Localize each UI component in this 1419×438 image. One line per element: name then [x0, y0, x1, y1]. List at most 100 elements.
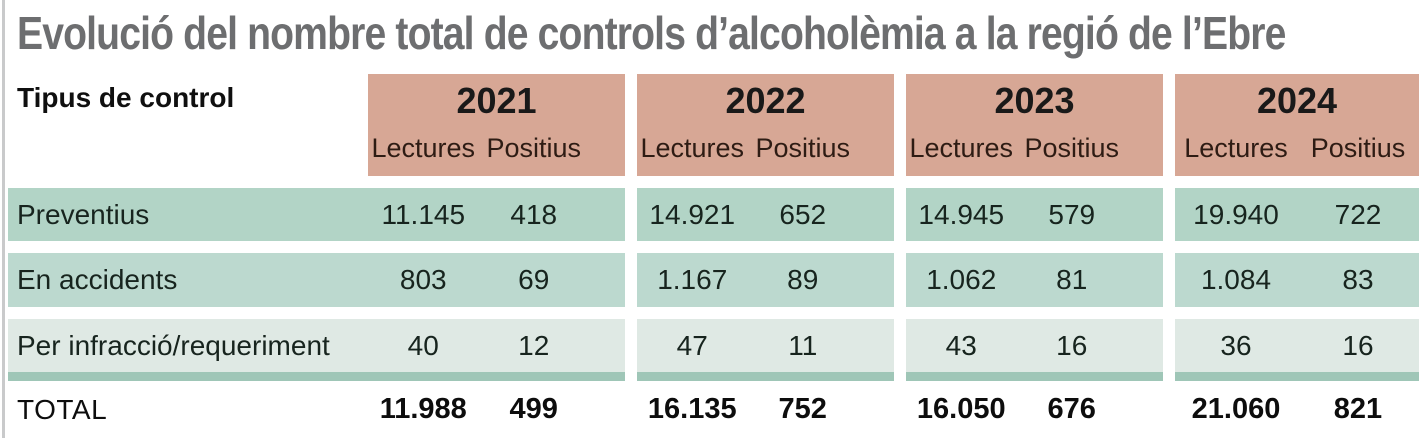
values-2021: 40 12: [368, 330, 625, 362]
row-segment: 1.167 89: [637, 253, 894, 307]
cell-infraccio-2022-positius: 11: [788, 329, 818, 361]
values-2024: 21.060 821: [1175, 393, 1419, 426]
subheader-2023-positius: Positius: [1024, 133, 1120, 163]
cell-total-2023-positius: 676: [1047, 393, 1096, 425]
cell-preventius-2023-lectures: 14.945: [918, 198, 1005, 230]
row-segment: 16.135 752: [637, 393, 894, 426]
year-group-header-2024: 2024 Lectures Positius: [1175, 74, 1419, 176]
column-header-tipus-de-control: Tipus de control: [17, 82, 235, 113]
cell-total-2022-positius: 752: [778, 393, 827, 425]
subheader-2024-positius: Positius: [1310, 133, 1406, 163]
page-title: Evolució del nombre total de controls d’…: [17, 7, 1286, 59]
table-row-total: TOTAL 11.988 499 16.135 752 16.050 676 2…: [8, 381, 1419, 438]
subheader-2021-lectures: Lectures: [371, 133, 476, 163]
values-2021: 11.145 418: [368, 199, 625, 231]
cell-total-2023-lectures: 16.050: [916, 393, 1006, 425]
cell-preventius-2023-positius: 579: [1048, 198, 1096, 230]
values-2022: 47 11: [637, 330, 894, 362]
values-2021: 11.988 499: [368, 393, 625, 426]
cell-preventius-2021-positius: 418: [510, 198, 558, 230]
table-row-preventius: Preventius 11.145 418 14.921 652 14.945 …: [8, 188, 1419, 241]
subheader-2022-lectures: Lectures: [640, 133, 745, 163]
cell-accidents-2021-lectures: 803: [399, 264, 447, 295]
values-2022: 16.135 752: [637, 393, 894, 426]
row-segment: 1.062 81: [906, 253, 1163, 307]
separator-segment: [637, 372, 894, 381]
subheader-2022-positius: Positius: [755, 133, 851, 163]
values-2023: 1.062 81: [906, 264, 1163, 296]
year-label-2023: 2023: [994, 80, 1075, 121]
total-separator-bar: [8, 372, 1419, 381]
table-row-en-accidents: En accidents 803 69 1.167 89 1.062 81 1.…: [8, 253, 1419, 307]
separator-segment: [1175, 372, 1419, 381]
cell-accidents-2022-lectures: 1.167: [657, 264, 728, 295]
row-segment: 21.060 821: [1175, 393, 1419, 426]
table-row-per-infraccio: Per infracció/requeriment 40 12 47 11 43…: [8, 319, 1419, 372]
row-segment: 47 11: [637, 319, 894, 372]
cell-accidents-2023-lectures: 1.062: [926, 264, 997, 295]
row-segment: TOTAL 11.988 499: [8, 393, 625, 426]
cell-preventius-2024-positius: 722: [1334, 198, 1382, 230]
subheader-2024-lectures: Lectures: [1184, 133, 1288, 163]
row-label-total: TOTAL: [17, 393, 108, 425]
cell-infraccio-2021-lectures: 40: [407, 329, 439, 361]
subheader-2023-lectures: Lectures: [909, 133, 1014, 163]
cell-accidents-2024-lectures: 1.084: [1200, 264, 1272, 295]
cell-accidents-2023-positius: 81: [1056, 264, 1088, 295]
year-group-header-2022: 2022 Lectures Positius: [637, 74, 894, 176]
row-label-preventius: Preventius: [17, 198, 150, 230]
year-group-header-2023: 2023 Lectures Positius: [906, 74, 1163, 176]
cell-accidents-2021-positius: 69: [518, 264, 550, 295]
row-segment: Per infracció/requeriment 40 12: [8, 319, 625, 372]
values-2023: 14.945 579: [906, 199, 1163, 231]
left-border-rule: [2, 0, 5, 438]
row-segment: 1.084 83: [1175, 253, 1419, 307]
values-2022: 1.167 89: [637, 264, 894, 296]
cell-preventius-2022-lectures: 14.921: [649, 198, 736, 230]
cell-infraccio-2024-positius: 16: [1342, 329, 1374, 361]
year-group-header-2021: 2021 Lectures Positius: [368, 74, 625, 176]
values-2024: 19.940 722: [1175, 199, 1419, 231]
row-segment: Preventius 11.145 418: [8, 188, 625, 241]
values-2023: 16.050 676: [906, 393, 1163, 426]
row-segment: 19.940 722: [1175, 188, 1419, 241]
row-segment: En accidents 803 69: [8, 253, 625, 307]
row-segment: 14.945 579: [906, 188, 1163, 241]
cell-total-2024-lectures: 21.060: [1191, 393, 1281, 425]
cell-accidents-2024-positius: 83: [1342, 264, 1374, 295]
cell-total-2021-positius: 499: [509, 393, 558, 425]
row-segment: 14.921 652: [637, 188, 894, 241]
cell-preventius-2021-lectures: 11.145: [381, 198, 466, 230]
cell-preventius-2022-positius: 652: [779, 198, 827, 230]
subheader-row-2023: Lectures Positius: [906, 135, 1163, 162]
cell-infraccio-2023-positius: 16: [1056, 329, 1088, 361]
subheader-row-2021: Lectures Positius: [368, 135, 625, 162]
row-segment: 16.050 676: [906, 393, 1163, 426]
cell-infraccio-2021-positius: 12: [518, 329, 550, 361]
separator-segment: [906, 372, 1163, 381]
subheader-2021-positius: Positius: [486, 133, 582, 163]
values-2021: 803 69: [368, 264, 625, 296]
cell-preventius-2024-lectures: 19.940: [1193, 198, 1279, 230]
table-header-row: Tipus de control 2021 Lectures Positius …: [8, 74, 1419, 176]
subheader-row-2022: Lectures Positius: [637, 135, 894, 162]
values-2023: 43 16: [906, 330, 1163, 362]
cell-total-2024-positius: 821: [1333, 393, 1383, 425]
year-label-2021: 2021: [456, 80, 537, 121]
row-segment: 43 16: [906, 319, 1163, 372]
cell-infraccio-2023-lectures: 43: [945, 329, 977, 361]
separator-segment: [8, 372, 625, 381]
subheader-row-2024: Lectures Positius: [1175, 135, 1419, 162]
values-2024: 1.084 83: [1175, 264, 1419, 296]
cell-total-2022-lectures: 16.135: [647, 393, 737, 425]
cell-total-2021-lectures: 11.988: [379, 393, 467, 425]
values-2024: 36 16: [1175, 330, 1419, 362]
cell-infraccio-2022-lectures: 47: [676, 329, 708, 361]
year-label-2022: 2022: [725, 80, 806, 121]
row-label-en-accidents: En accidents: [17, 264, 178, 295]
row-segment: 36 16: [1175, 319, 1419, 372]
row-label-per-infraccio: Per infracció/requeriment: [17, 329, 330, 361]
cell-accidents-2022-positius: 89: [787, 264, 819, 295]
year-label-2024: 2024: [1256, 80, 1338, 121]
